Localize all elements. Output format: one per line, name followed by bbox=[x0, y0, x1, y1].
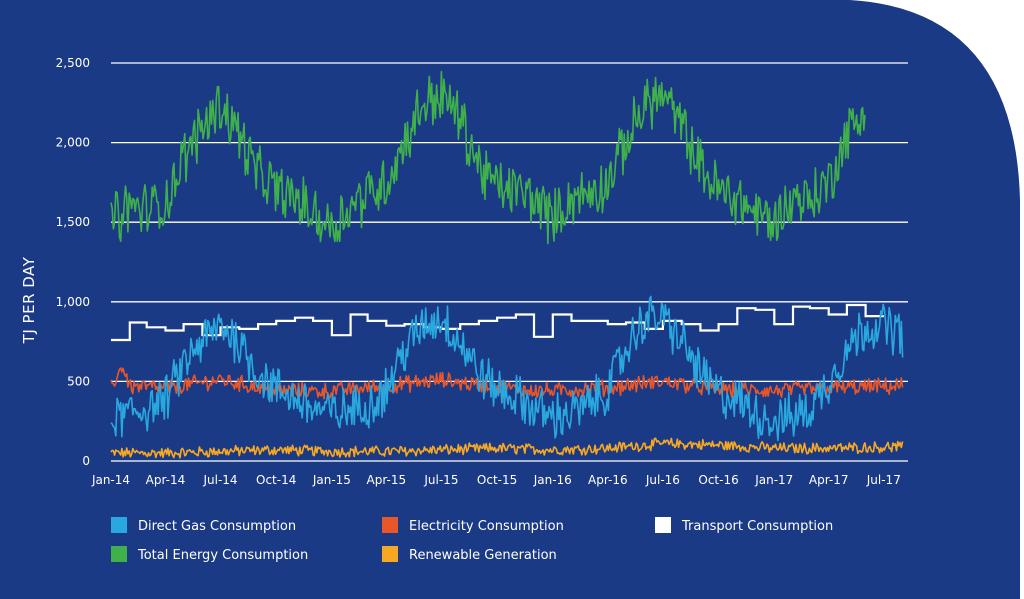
legend-swatch bbox=[382, 517, 398, 533]
series-group bbox=[110, 70, 904, 459]
x-tick-label: Oct-14 bbox=[256, 473, 296, 487]
legend-label: Direct Gas Consumption bbox=[138, 519, 296, 534]
legend-swatch bbox=[111, 546, 127, 562]
legend-swatch bbox=[111, 517, 127, 533]
legend-label: Electricity Consumption bbox=[409, 519, 564, 534]
x-tick-label: Jul-15 bbox=[423, 473, 458, 487]
y-tick-label: 2,500 bbox=[56, 56, 90, 70]
legend-swatch bbox=[655, 517, 671, 533]
series-line-direct-gas-consumption bbox=[110, 295, 904, 442]
y-axis-label: TJ PER DAY bbox=[20, 256, 38, 344]
legend-label: Renewable Generation bbox=[409, 548, 557, 563]
x-axis-ticks: Jan-14 Apr-14 Jul-14 Oct-14 Jan-15 Apr-15 Jul-… bbox=[91, 473, 901, 487]
x-tick-label: Jan-17 bbox=[754, 473, 793, 487]
legend-label: Transport Consumption bbox=[681, 519, 833, 534]
x-tick-label: Apr-16 bbox=[588, 473, 628, 487]
x-tick-label: Jan-16 bbox=[533, 473, 572, 487]
y-tick-label: 1,000 bbox=[56, 295, 90, 309]
y-tick-label: 2,000 bbox=[56, 136, 90, 150]
x-tick-label: Jan-14 bbox=[91, 473, 130, 487]
x-tick-label: Jul-16 bbox=[645, 473, 680, 487]
x-tick-label: Apr-15 bbox=[367, 473, 407, 487]
y-tick-label: 0 bbox=[82, 454, 90, 468]
legend-label: Total Energy Consumption bbox=[137, 548, 308, 563]
y-tick-label: 1,500 bbox=[56, 215, 90, 229]
legend: Direct Gas Consumption Electricity Consum… bbox=[111, 517, 833, 563]
x-tick-label: Oct-15 bbox=[477, 473, 517, 487]
x-tick-label: Apr-17 bbox=[809, 473, 849, 487]
y-tick-label: 500 bbox=[67, 374, 90, 388]
y-axis-ticks: 0 500 1,000 1,500 2,000 2,500 bbox=[56, 56, 90, 468]
series-line-renewable-generation bbox=[110, 437, 904, 459]
x-tick-label: Jul-17 bbox=[866, 473, 901, 487]
legend-swatch bbox=[382, 546, 398, 562]
x-tick-label: Jul-14 bbox=[202, 473, 237, 487]
x-tick-label: Jan-15 bbox=[312, 473, 351, 487]
x-tick-label: Oct-16 bbox=[698, 473, 738, 487]
series-line-transport bbox=[111, 303, 884, 342]
series-line-total-energy-consumption bbox=[110, 70, 866, 245]
x-tick-label: Apr-14 bbox=[146, 473, 186, 487]
